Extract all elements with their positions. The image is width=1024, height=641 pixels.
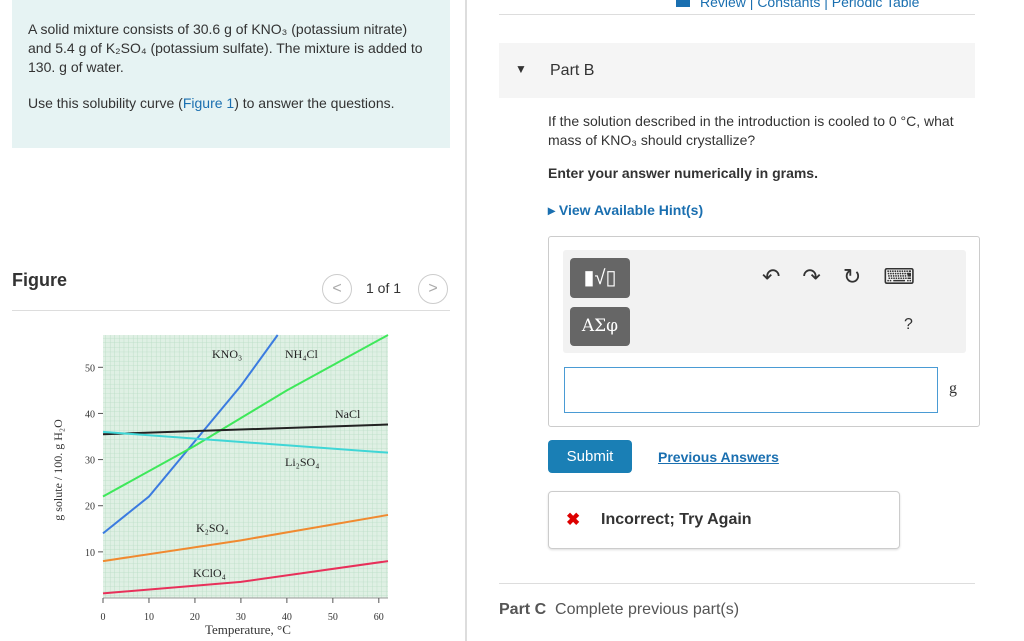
feedback-box — [548, 491, 900, 549]
template-button[interactable]: ▮√▯ — [570, 258, 630, 298]
part-c-title: Part C — [499, 601, 547, 618]
y-axis-label: g solute / 100. g H₂O — [51, 419, 65, 521]
x-axis-label: Temperature, °C — [205, 622, 291, 637]
x-tick-label: 50 — [328, 612, 338, 623]
plot-area — [103, 335, 388, 598]
answer-input[interactable] — [564, 367, 938, 413]
unit: g — [949, 380, 957, 397]
edit-icons[interactable]: ↶↷↻⌨ — [762, 264, 938, 289]
panel-divider — [465, 0, 467, 641]
x-tick-label: 40 — [282, 612, 292, 623]
collapse-icon[interactable]: ▼ — [515, 62, 527, 76]
divider — [499, 14, 975, 15]
y-tick-label: 50 — [85, 363, 95, 374]
intro-box — [12, 0, 450, 148]
series-line — [102, 430, 389, 454]
x-tick-label: 60 — [374, 612, 384, 623]
y-tick-label: 40 — [85, 409, 95, 420]
question: If the solution described in the introdu… — [548, 113, 954, 148]
y-tick-label: 30 — [85, 456, 95, 467]
help-button[interactable]: ? — [904, 316, 913, 333]
series-line — [102, 513, 389, 563]
text: Use this solubility curve ( — [28, 95, 183, 111]
answer-panel — [548, 236, 980, 427]
figure-link[interactable]: Figure 1 — [182, 95, 235, 111]
series-label: Li₂SO₄ — [285, 455, 319, 469]
divider — [499, 583, 975, 584]
part-b-header[interactable] — [499, 43, 975, 98]
series-label: KNO₃ — [212, 347, 242, 361]
y-tick-label: 10 — [85, 548, 95, 559]
prev-button[interactable]: < — [322, 274, 352, 304]
part-c-status: Complete previous part(s) — [555, 601, 740, 618]
next-button[interactable]: > — [418, 274, 448, 304]
series-label: KClO₄ — [193, 566, 226, 580]
part-c: Part C Complete previous part(s) — [499, 601, 739, 619]
hint[interactable]: View Available Hint(s) — [558, 202, 704, 218]
hint-toggle[interactable]: ▸ View Available Hint(s) — [548, 202, 704, 218]
figure-title: Figure — [12, 270, 68, 290]
toolbar — [563, 250, 966, 353]
greek-button[interactable]: ΑΣφ — [570, 307, 630, 346]
pager: 1 of 1 — [366, 280, 402, 296]
chart: Temperature, °C g solute / 100. g H₂O 0 1… — [51, 334, 389, 637]
series-line — [102, 334, 279, 535]
instruction: Use this solubility curve (Figure 1) to … — [28, 94, 408, 113]
text: ) to answer the questions. — [234, 95, 395, 111]
x-tick-label: 20 — [190, 612, 200, 623]
error-icon: ✖ — [566, 510, 581, 529]
part-b-title: Part B — [550, 62, 595, 79]
series-line — [102, 423, 389, 436]
series-label: NaCl — [335, 407, 361, 421]
previous-answers[interactable]: Previous Answers — [658, 449, 779, 465]
y-tick-label: 20 — [85, 502, 95, 513]
series-line — [102, 334, 389, 498]
feedback: Incorrect; Try Again — [601, 511, 752, 528]
x-tick-label: 10 — [144, 612, 154, 623]
header-links[interactable]: Review | Constants | Periodic Table — [676, 0, 919, 10]
submit-button[interactable]: Submit — [548, 440, 632, 473]
series-label: NH₄Cl — [285, 347, 319, 361]
series-line — [102, 560, 389, 595]
series-label: K₂SO₄ — [196, 521, 228, 535]
x-tick-label: 30 — [236, 612, 246, 623]
intro-text: A solid mixture consists of 30.6 g of KN… — [28, 21, 423, 75]
x-tick-label: 0 — [101, 612, 106, 623]
answer-instruction: Enter your answer numerically in grams. — [548, 165, 818, 181]
links[interactable]: Review | Constants | Periodic Table — [700, 0, 920, 10]
divider — [12, 310, 450, 311]
